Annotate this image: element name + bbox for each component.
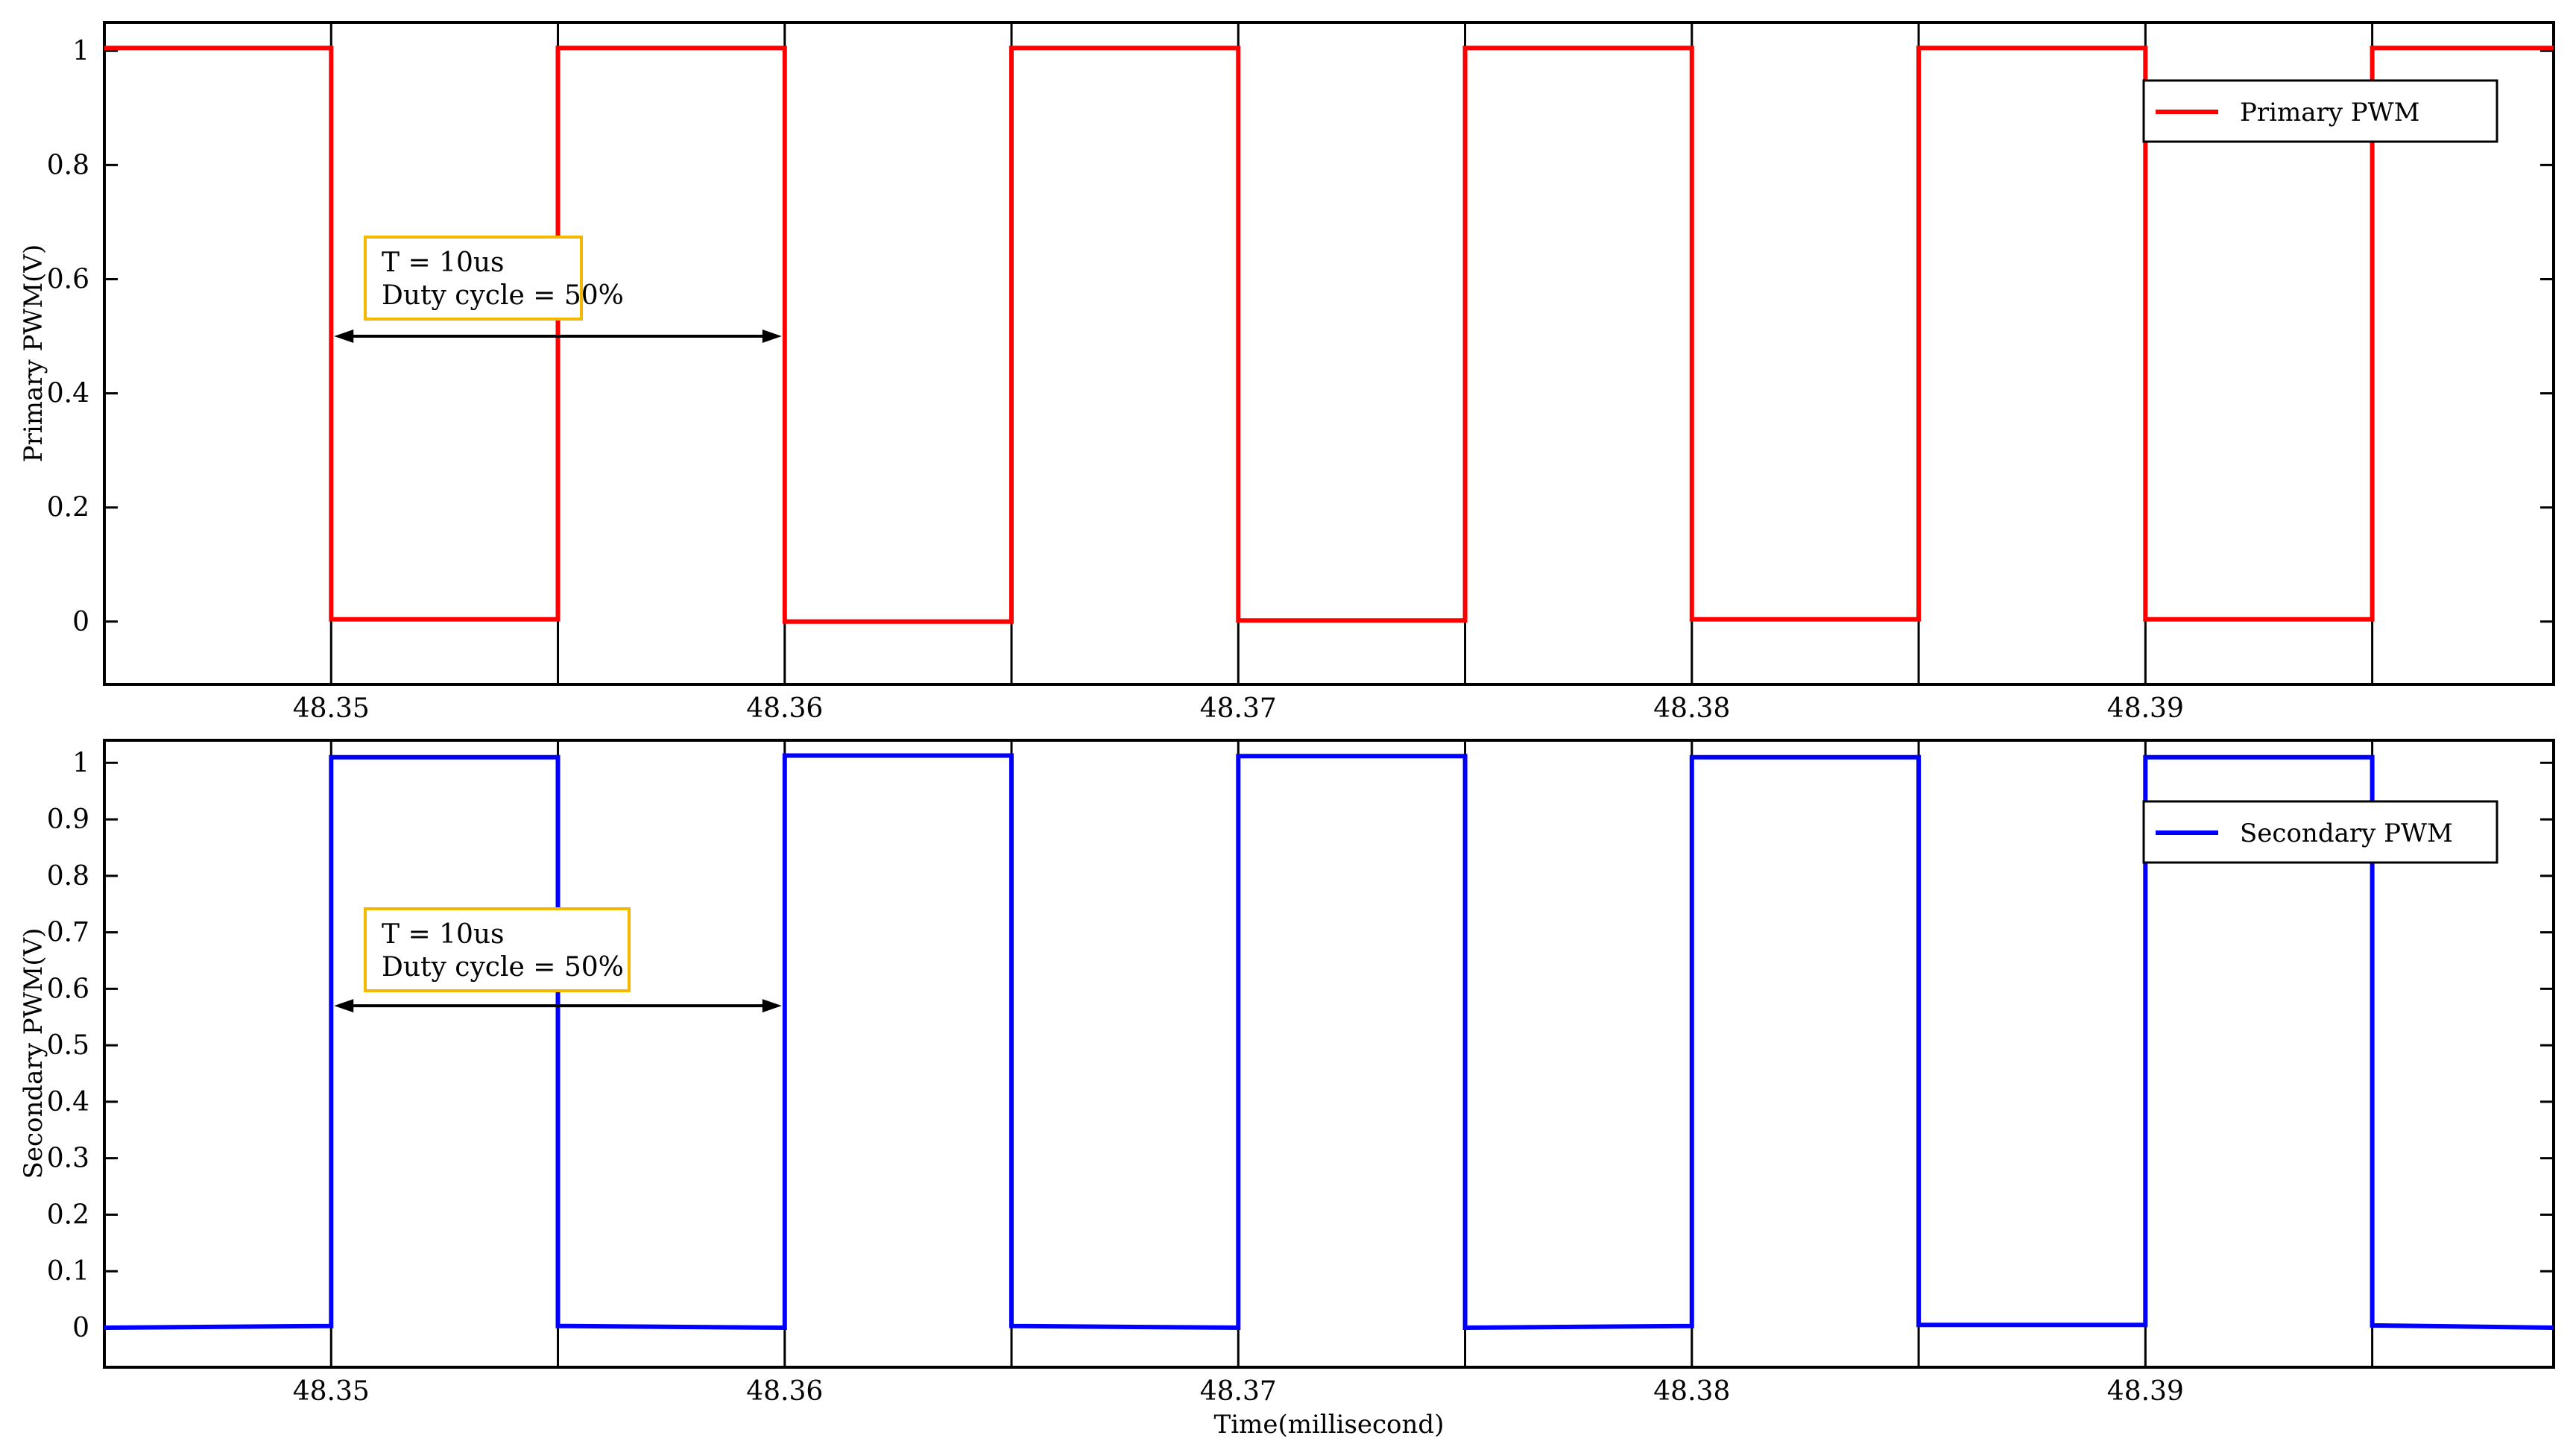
- primary-y-tick-label: 1: [72, 36, 89, 66]
- primary-pwm-line: [104, 45, 2554, 624]
- secondary-y-tick-label: 0: [72, 1313, 89, 1343]
- primary-y-ticks: 0 0.2 0.4 0.6 0.8 1: [47, 36, 2554, 637]
- secondary-y-tick-label: 0.8: [47, 861, 89, 892]
- primary-annotation-box: [364, 236, 583, 321]
- primary-y-tick-label: 0.6: [47, 264, 89, 294]
- secondary-pwm-line: [104, 753, 2554, 1331]
- primary-x-tick-label: 48.36: [746, 693, 823, 724]
- primary-annotation-period: T = 10us: [382, 248, 505, 278]
- primary-x-tick-label: 48.35: [293, 693, 370, 724]
- secondary-annotation-box: [364, 907, 631, 992]
- secondary-y-tick-label: 0.5: [47, 1030, 89, 1061]
- secondary-x-tick-label: 48.36: [746, 1376, 823, 1407]
- secondary-y-ticks: 0 0.1 0.2 0.3 0.4 0.5 0.6 0.7 0.8 0.9 1: [47, 748, 2554, 1343]
- primary-y-tick-label: 0.2: [47, 493, 89, 523]
- secondary-annotation: T = 10us Duty cycle = 50%: [334, 907, 782, 1013]
- primary-pwm-panel: 48.35 48.36 48.37 48.38 48.39 0 0.2 0.4 0.6 0.8 1…: [19, 21, 2555, 724]
- secondary-legend: Secondary PWM: [2142, 800, 2498, 864]
- secondary-arrow-head-left: [334, 999, 354, 1013]
- primary-legend: Primary PWM: [2142, 79, 2498, 143]
- primary-x-tick-label: 48.39: [2107, 693, 2184, 724]
- secondary-annotation-duty: Duty cycle = 50%: [382, 952, 624, 983]
- secondary-y-tick-label: 0.9: [47, 804, 89, 835]
- secondary-annotation-period: T = 10us: [382, 919, 505, 950]
- primary-x-ticks: 48.35 48.36 48.37 48.38 48.39: [293, 693, 2184, 724]
- secondary-x-tick-label: 48.38: [1653, 1376, 1730, 1407]
- primary-legend-label: Primary PWM: [2240, 98, 2419, 127]
- primary-annotation-duty: Duty cycle = 50%: [382, 280, 624, 311]
- primary-x-tick-label: 48.37: [1200, 693, 1277, 724]
- primary-arrow-head-left: [334, 330, 354, 344]
- secondary-x-tick-label: 48.35: [293, 1376, 370, 1407]
- secondary-pwm-panel: 48.35 48.36 48.37 48.38 48.39 00.10.20.30.40…: [19, 739, 2555, 1440]
- secondary-x-tick-label: 48.37: [1200, 1376, 1277, 1407]
- primary-y-tick-label: 0.8: [47, 150, 89, 180]
- secondary-y-tick-label: 0.4: [47, 1087, 89, 1117]
- secondary-y-tick-label: 0.6: [47, 974, 89, 1004]
- secondary-y-tick-label: 0.3: [47, 1144, 89, 1174]
- x-axis-label: Time(millisecond): [1214, 1410, 1445, 1440]
- secondary-x-ticks: 48.35 48.36 48.37 48.38 48.39: [293, 1376, 2184, 1407]
- secondary-y-tick-label: 0.7: [47, 918, 89, 948]
- primary-y-tick-label: 0.4: [47, 379, 89, 409]
- primary-y-tick-label: 0: [72, 607, 89, 637]
- primary-y-axis-label: Primary PWM(V): [19, 245, 48, 463]
- secondary-arrow-head-right: [762, 999, 782, 1013]
- primary-x-tick-label: 48.38: [1653, 693, 1730, 724]
- secondary-y-axis-label: Secondary PWM(V): [19, 928, 48, 1179]
- secondary-x-tick-label: 48.39: [2107, 1376, 2184, 1407]
- primary-arrow-head-right: [762, 330, 782, 344]
- secondary-legend-label: Secondary PWM: [2240, 819, 2453, 848]
- primary-annotation: T = 10us Duty cycle = 50%: [334, 236, 782, 344]
- secondary-y-tick-label: 0.2: [47, 1199, 89, 1230]
- secondary-y-tick-label: 1: [72, 748, 89, 778]
- secondary-y-tick-label: 0.1: [47, 1256, 89, 1287]
